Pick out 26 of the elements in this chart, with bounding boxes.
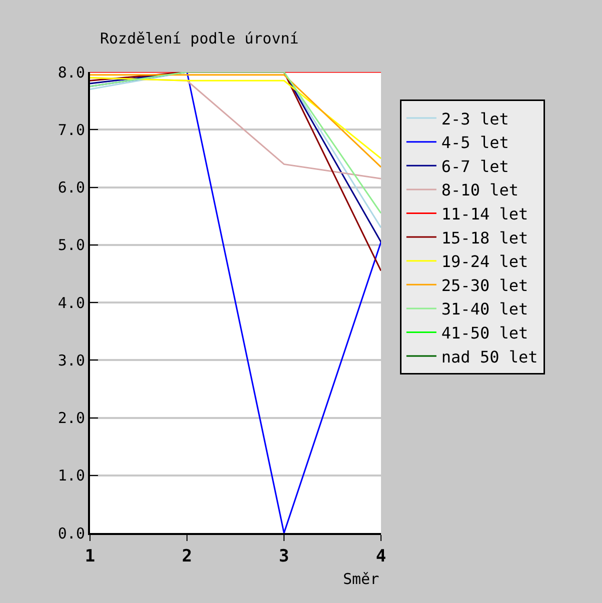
legend-label: 8-10 let bbox=[441, 180, 518, 200]
y-tick-label: 6.0 bbox=[58, 178, 85, 196]
chart-title: Rozdělení podle úrovní bbox=[100, 29, 299, 48]
legend-label: 4-5 let bbox=[441, 133, 509, 152]
y-tick-label: 4.0 bbox=[58, 294, 85, 312]
y-tick-label: 2.0 bbox=[58, 409, 85, 427]
y-tick-label: 7.0 bbox=[58, 120, 85, 139]
y-tick-label: 8.0 bbox=[58, 63, 85, 82]
legend-label: 19-24 let bbox=[441, 252, 528, 272]
legend-label: 6-7 let bbox=[441, 156, 509, 176]
legend-label: nad 50 let bbox=[441, 347, 538, 366]
y-tick-label: 3.0 bbox=[58, 351, 85, 370]
legend-label: 31-40 let bbox=[441, 300, 528, 319]
legend-label: 41-50 let bbox=[441, 324, 528, 342]
x-tick-label: 3 bbox=[278, 546, 290, 566]
x-tick-label: 4 bbox=[376, 546, 386, 566]
x-tick-label: 2 bbox=[182, 546, 192, 566]
y-tick-label: 5.0 bbox=[58, 236, 85, 254]
x-axis-title: Směr bbox=[343, 570, 380, 588]
y-tick-label: 1.0 bbox=[58, 466, 85, 485]
legend-label: 25-30 let bbox=[441, 276, 528, 295]
legend-label: 15-18 let bbox=[441, 228, 528, 248]
y-tick-label: 0.0 bbox=[58, 524, 85, 542]
x-tick-label: 1 bbox=[84, 546, 96, 566]
legend-label: 11-14 let bbox=[441, 204, 528, 224]
legend-label: 2-3 let bbox=[441, 109, 509, 128]
